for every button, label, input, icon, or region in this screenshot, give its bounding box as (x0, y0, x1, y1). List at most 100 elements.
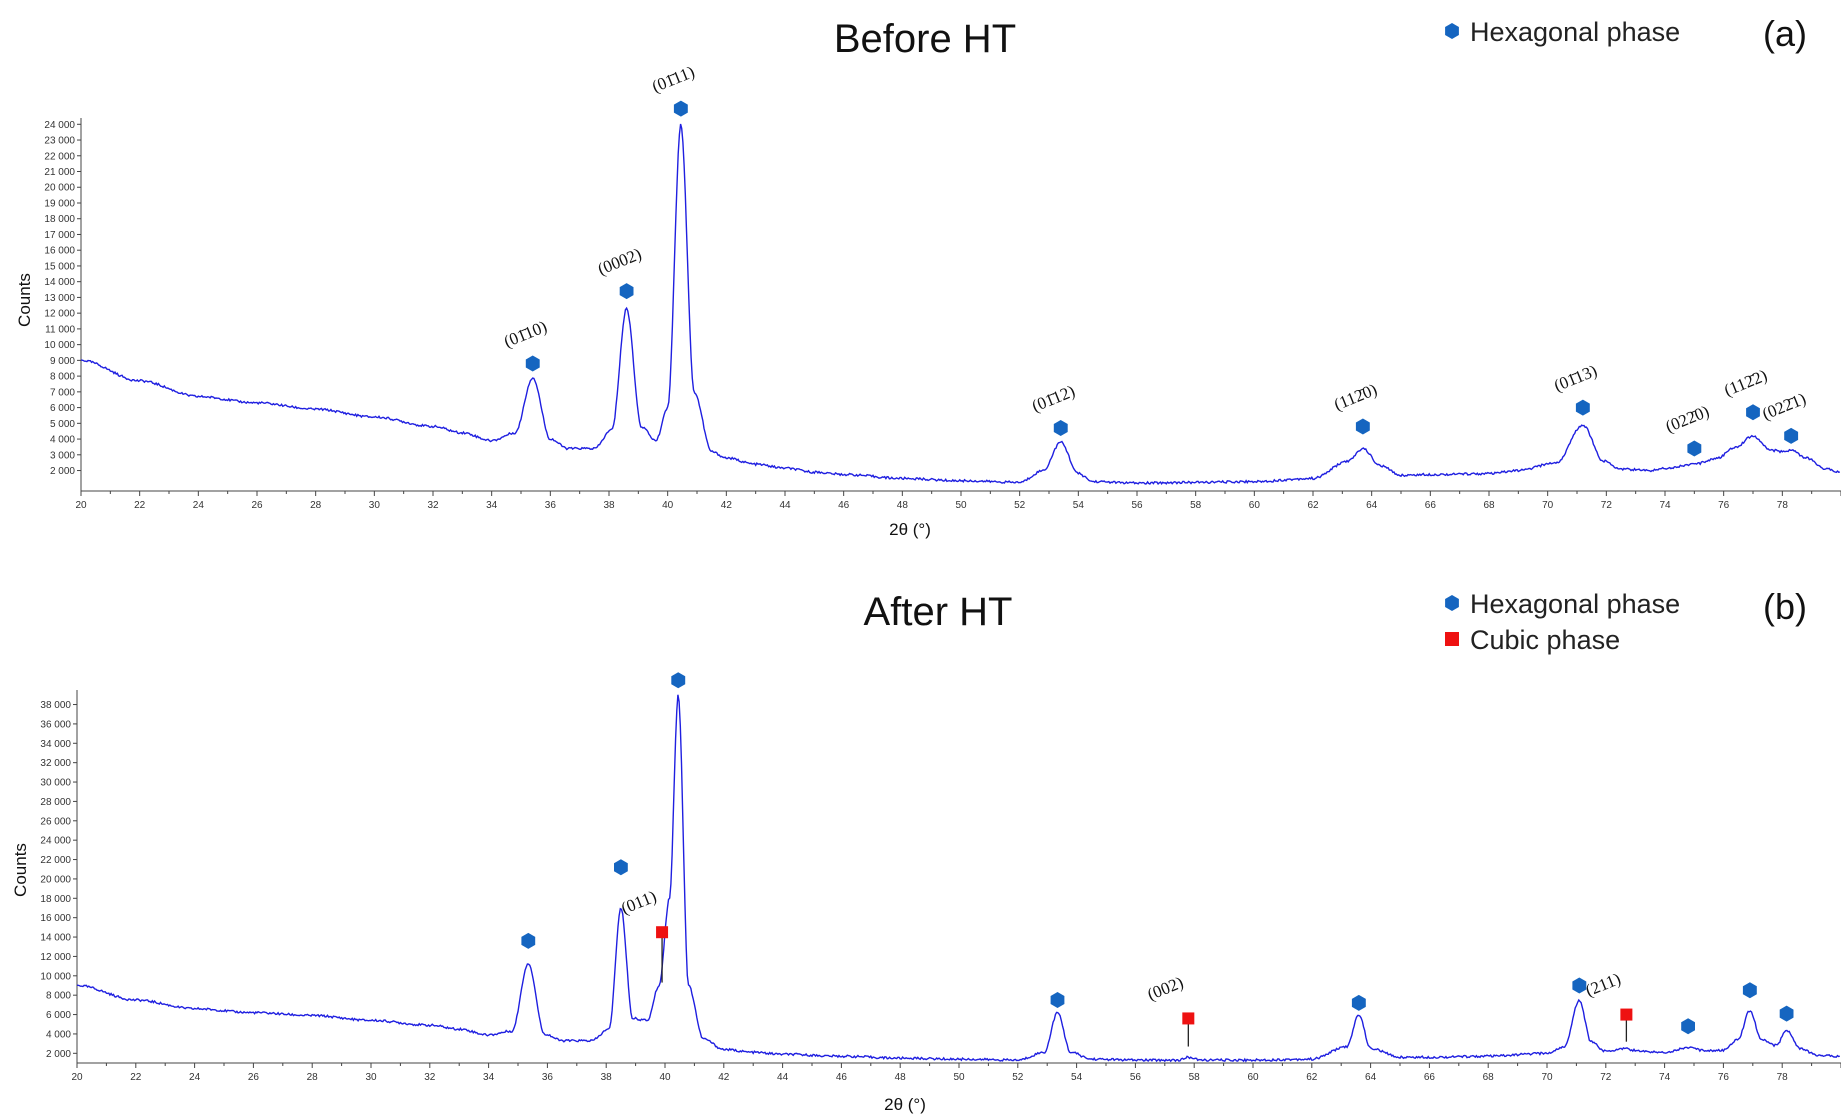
x-tick-label: 60 (1247, 1072, 1259, 1083)
x-tick-label: 42 (718, 1072, 730, 1083)
x-tick-label: 78 (1777, 500, 1789, 511)
panel-a-xrd-trace (80, 123, 1840, 485)
x-tick-label: 56 (1131, 500, 1143, 511)
y-tick-label: 8 000 (46, 991, 71, 1002)
hexagonal-phase-marker-icon (1784, 427, 1799, 444)
x-tick-label: 56 (1130, 1072, 1142, 1083)
y-tick-label: 38 000 (40, 700, 71, 711)
panel-a-label: (a) (1763, 13, 1807, 54)
panel-b-ylabel: Counts (11, 843, 30, 897)
panel-a-title: Before HT (834, 17, 1016, 61)
miller-index-label: (01̄13) (1551, 361, 1600, 395)
y-tick-label: 3 000 (50, 450, 75, 461)
hexagonal-phase-marker-icon (1742, 982, 1757, 999)
x-tick-label: 70 (1542, 500, 1554, 511)
x-tick-label: 50 (955, 500, 967, 511)
x-tick-label: 26 (248, 1072, 260, 1083)
panel-b-legend-cubic-label: Cubic phase (1470, 625, 1620, 655)
y-tick-label: 4 000 (46, 1029, 71, 1040)
y-tick-label: 12 000 (44, 309, 75, 320)
x-tick-label: 48 (895, 1072, 907, 1083)
panel-a-legend-hexagonal-label: Hexagonal phase (1470, 17, 1680, 47)
miller-index-label: (01̄11) (649, 62, 697, 96)
x-tick-label: 64 (1366, 500, 1378, 511)
y-tick-label: 7 000 (50, 387, 75, 398)
y-tick-label: 18 000 (40, 894, 71, 905)
x-tick-label: 34 (486, 500, 498, 511)
y-tick-label: 14 000 (40, 933, 71, 944)
hexagonal-phase-marker-icon (1687, 440, 1702, 457)
x-tick-label: 70 (1541, 1072, 1553, 1083)
x-tick-label: 60 (1249, 500, 1261, 511)
x-tick-label: 28 (307, 1072, 319, 1083)
hexagonal-phase-marker-icon (525, 355, 540, 372)
hexagonal-phase-marker-icon (1351, 994, 1366, 1011)
miller-index-label: (022̄1) (1760, 389, 1809, 424)
miller-index-label: (112̄2) (1721, 366, 1770, 400)
y-tick-label: 4 000 (50, 435, 75, 446)
x-tick-label: 78 (1777, 1072, 1789, 1083)
x-tick-label: 20 (75, 500, 87, 511)
y-tick-label: 20 000 (44, 183, 75, 194)
x-tick-label: 44 (777, 1072, 789, 1083)
panel-b-xlabel: 2θ (°) (884, 1095, 926, 1114)
hexagonal-phase-marker-icon (619, 283, 634, 300)
x-tick-label: 32 (427, 500, 439, 511)
x-tick-label: 34 (483, 1072, 495, 1083)
x-tick-label: 72 (1601, 500, 1613, 511)
x-tick-label: 38 (603, 500, 615, 511)
y-tick-label: 23 000 (44, 136, 75, 147)
hexagonal-phase-marker-icon (1746, 404, 1760, 421)
y-tick-label: 19 000 (44, 198, 75, 209)
x-tick-label: 44 (779, 500, 791, 511)
legend-hexagon-icon (1445, 23, 1459, 39)
y-tick-label: 2 000 (50, 466, 75, 477)
y-tick-label: 5 000 (50, 419, 75, 430)
panel-a-legend: Hexagonal phase (1445, 17, 1680, 47)
x-tick-label: 68 (1483, 1072, 1495, 1083)
y-tick-label: 24 000 (44, 120, 75, 131)
y-tick-label: 21 000 (44, 167, 75, 178)
y-tick-label: 11 000 (45, 324, 75, 335)
x-tick-label: 32 (424, 1072, 436, 1083)
y-tick-label: 32 000 (40, 758, 71, 769)
x-tick-label: 36 (545, 500, 557, 511)
hexagonal-phase-marker-icon (671, 672, 686, 689)
x-tick-label: 26 (251, 500, 263, 511)
y-tick-label: 28 000 (40, 797, 71, 808)
x-tick-label: 46 (836, 1072, 848, 1083)
miller-index-label: (211) (1583, 969, 1624, 1000)
legend-hexagon-icon (1445, 595, 1459, 611)
x-tick-label: 42 (721, 500, 733, 511)
x-tick-label: 68 (1483, 500, 1495, 511)
x-tick-label: 30 (369, 500, 381, 511)
x-tick-label: 24 (189, 1072, 201, 1083)
hexagonal-phase-marker-icon (1050, 992, 1065, 1008)
y-tick-label: 14 000 (44, 277, 75, 288)
panel-before-ht: Before HT (a) Hexagonal phase Counts 2θ … (15, 13, 1841, 539)
y-tick-label: 22 000 (44, 151, 75, 162)
x-tick-label: 22 (130, 1072, 142, 1083)
x-tick-label: 72 (1600, 1072, 1612, 1083)
panel-a-xlabel: 2θ (°) (889, 520, 931, 539)
hexagonal-phase-marker-icon (1053, 420, 1068, 436)
panel-after-ht: After HT (b) Hexagonal phase Cubic phase… (11, 586, 1841, 1114)
y-tick-label: 2 000 (46, 1049, 71, 1060)
x-tick-label: 50 (953, 1072, 965, 1083)
y-tick-label: 17 000 (44, 230, 75, 241)
y-tick-label: 13 000 (44, 293, 75, 304)
cubic-phase-marker-icon (1182, 1012, 1195, 1025)
x-tick-label: 28 (310, 500, 322, 511)
y-tick-label: 24 000 (40, 836, 71, 847)
panel-b-legend-hexagonal-label: Hexagonal phase (1470, 589, 1680, 619)
y-tick-label: 16 000 (44, 246, 75, 257)
cubic-phase-marker-icon (1620, 1008, 1633, 1021)
miller-index-label: (022̄0) (1663, 402, 1712, 437)
x-tick-label: 62 (1307, 500, 1319, 511)
y-tick-label: 22 000 (40, 855, 71, 866)
y-tick-label: 10 000 (40, 971, 71, 982)
y-tick-label: 12 000 (40, 952, 71, 963)
legend-square-icon (1445, 632, 1459, 646)
panel-b-label: (b) (1763, 586, 1807, 627)
